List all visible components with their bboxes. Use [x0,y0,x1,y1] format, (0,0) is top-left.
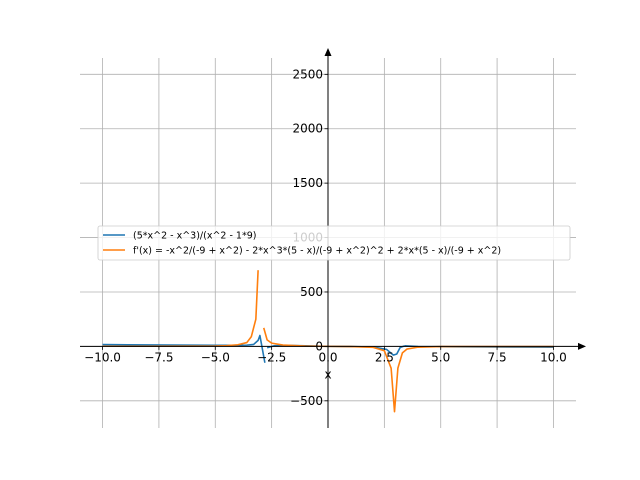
legend-box [97,225,571,261]
y-tick-label-5: 2000 [292,122,323,136]
y-tick-label-6: 2500 [292,67,323,81]
x-tick-label-1: −7.5 [144,350,173,364]
x-axis-arrow-icon [578,342,586,350]
series-2-line-segment-1 [102,270,259,348]
x-tick-label-4: 0.0 [318,350,337,364]
x-tick-label-8: 10.0 [540,350,567,364]
legend-label-series-1: (5*x^2 - x^3)/(x^2 - 1*9) [133,231,256,242]
y-axis-arrow-icon [324,48,332,56]
y-tick-label-4: 1500 [292,176,323,190]
x-tick-label-3: −2.5 [257,350,286,364]
x-tick-label-5: 2.5 [375,350,394,364]
series-1-line-segment-1 [102,334,266,363]
y-tick-label-2: 500 [300,285,323,299]
x-axis-label: x [324,367,331,381]
x-tick-label-7: 7.5 [488,350,507,364]
x-tick-label-2: −5.0 [201,350,230,364]
y-tick-label-0: −500 [290,394,323,408]
legend: (5*x^2 - x^3)/(x^2 - 1*9) f'(x) = -x^2/(… [97,225,571,261]
y-tick-label-zero: 0 [315,339,323,353]
legend-label-series-2: f'(x) = -x^2/(-9 + x^2) - 2*x^3*(5 - x)/… [133,246,501,257]
x-tick-label-6: 5.0 [431,350,450,364]
x-tick-label-0: −10.0 [84,350,121,364]
